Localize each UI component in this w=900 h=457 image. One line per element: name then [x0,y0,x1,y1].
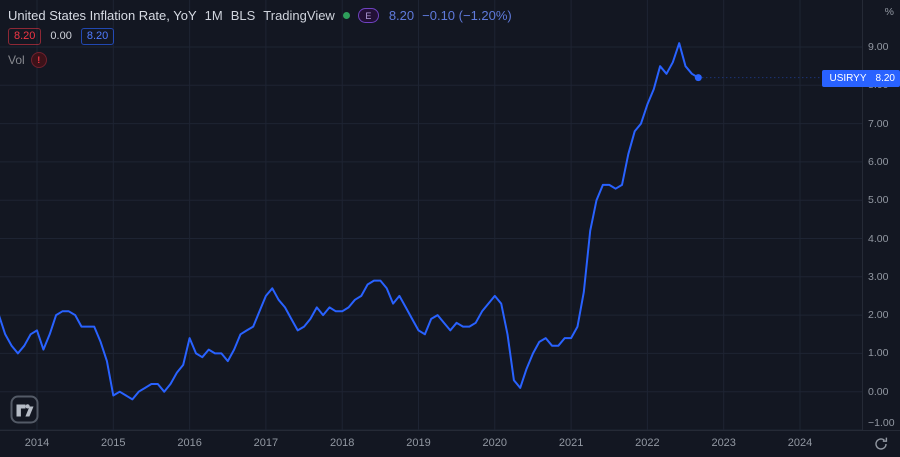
price-axis-tick: −1.00 [868,417,895,429]
time-axis-tick: 2016 [177,437,202,449]
legend-badge: 8.20 [8,28,42,45]
tradingview-logo[interactable] [10,395,39,424]
price-label-value: 8.20 [875,72,895,84]
time-axis-tick: 2021 [558,437,584,449]
last-price: 8.20 [388,8,415,23]
price-axis-tick: 4.00 [868,232,889,245]
time-axis-tick: 2022 [635,437,660,449]
price-axis-tick: 7.00 [868,117,889,130]
price-axis-tick: 1.00 [868,347,889,360]
tradingview-logo-icon [10,395,39,424]
volume-label: Vol [8,53,25,67]
time-axis[interactable]: 2014 2015 2016 2017 2018 2019 2020 2021 2022 2023… [0,430,900,456]
circular-arrow-icon [875,437,888,450]
exchange-label: BLS [230,8,256,23]
eod-data-icon[interactable]: E [357,8,379,23]
chart-canvas[interactable] [0,0,862,430]
price-axis-tick: 9.00 [868,41,889,53]
provider-label: TradingView [263,8,335,23]
price-axis-tick: 0.00 [868,385,889,398]
market-status-icon[interactable] [342,12,350,19]
price-change: −0.10 (−1.20%) [422,8,512,23]
time-axis-tick: 2020 [482,437,508,449]
legend-badge: 8.20 [80,28,115,45]
time-axis-tick: 2023 [711,437,736,449]
time-axis-tick: 2015 [101,437,126,449]
price-axis-tick: 3.00 [868,270,889,283]
last-price-axis-label: USIRYY 8.20 [822,69,900,87]
volume-warning-icon[interactable]: ! [30,52,47,68]
price-label-symbol: USIRYY [829,72,867,84]
legend-title-row: United States Inflation Rate, YoY 1M BLS… [8,8,512,23]
reset-view-icon[interactable] [873,436,889,452]
price-axis-tick: 6.00 [868,155,889,168]
time-axis-tick: 2014 [24,437,50,449]
legend-badge-row: 8.20 0.00 8.20 [8,28,512,45]
time-axis-tick: 2017 [253,437,279,449]
chart-legend: United States Inflation Rate, YoY 1M BLS… [8,8,512,68]
price-axis-unit: % [884,6,894,18]
price-axis[interactable]: % 9.008.007.006.005.004.003.002.001.000.… [862,0,900,430]
time-axis-tick: 2018 [329,437,355,449]
symbol-title[interactable]: United States Inflation Rate, YoY [8,8,197,23]
time-axis-tick: 2024 [787,437,813,449]
price-axis-tick: 5.00 [868,194,889,207]
legend-volume-row: Vol ! [8,52,512,68]
time-axis-tick: 2019 [406,437,431,449]
price-line-chart [0,0,862,430]
interval-label[interactable]: 1M [204,8,223,23]
legend-badge: 0.00 [50,30,72,42]
price-axis-tick: 2.00 [868,309,889,322]
